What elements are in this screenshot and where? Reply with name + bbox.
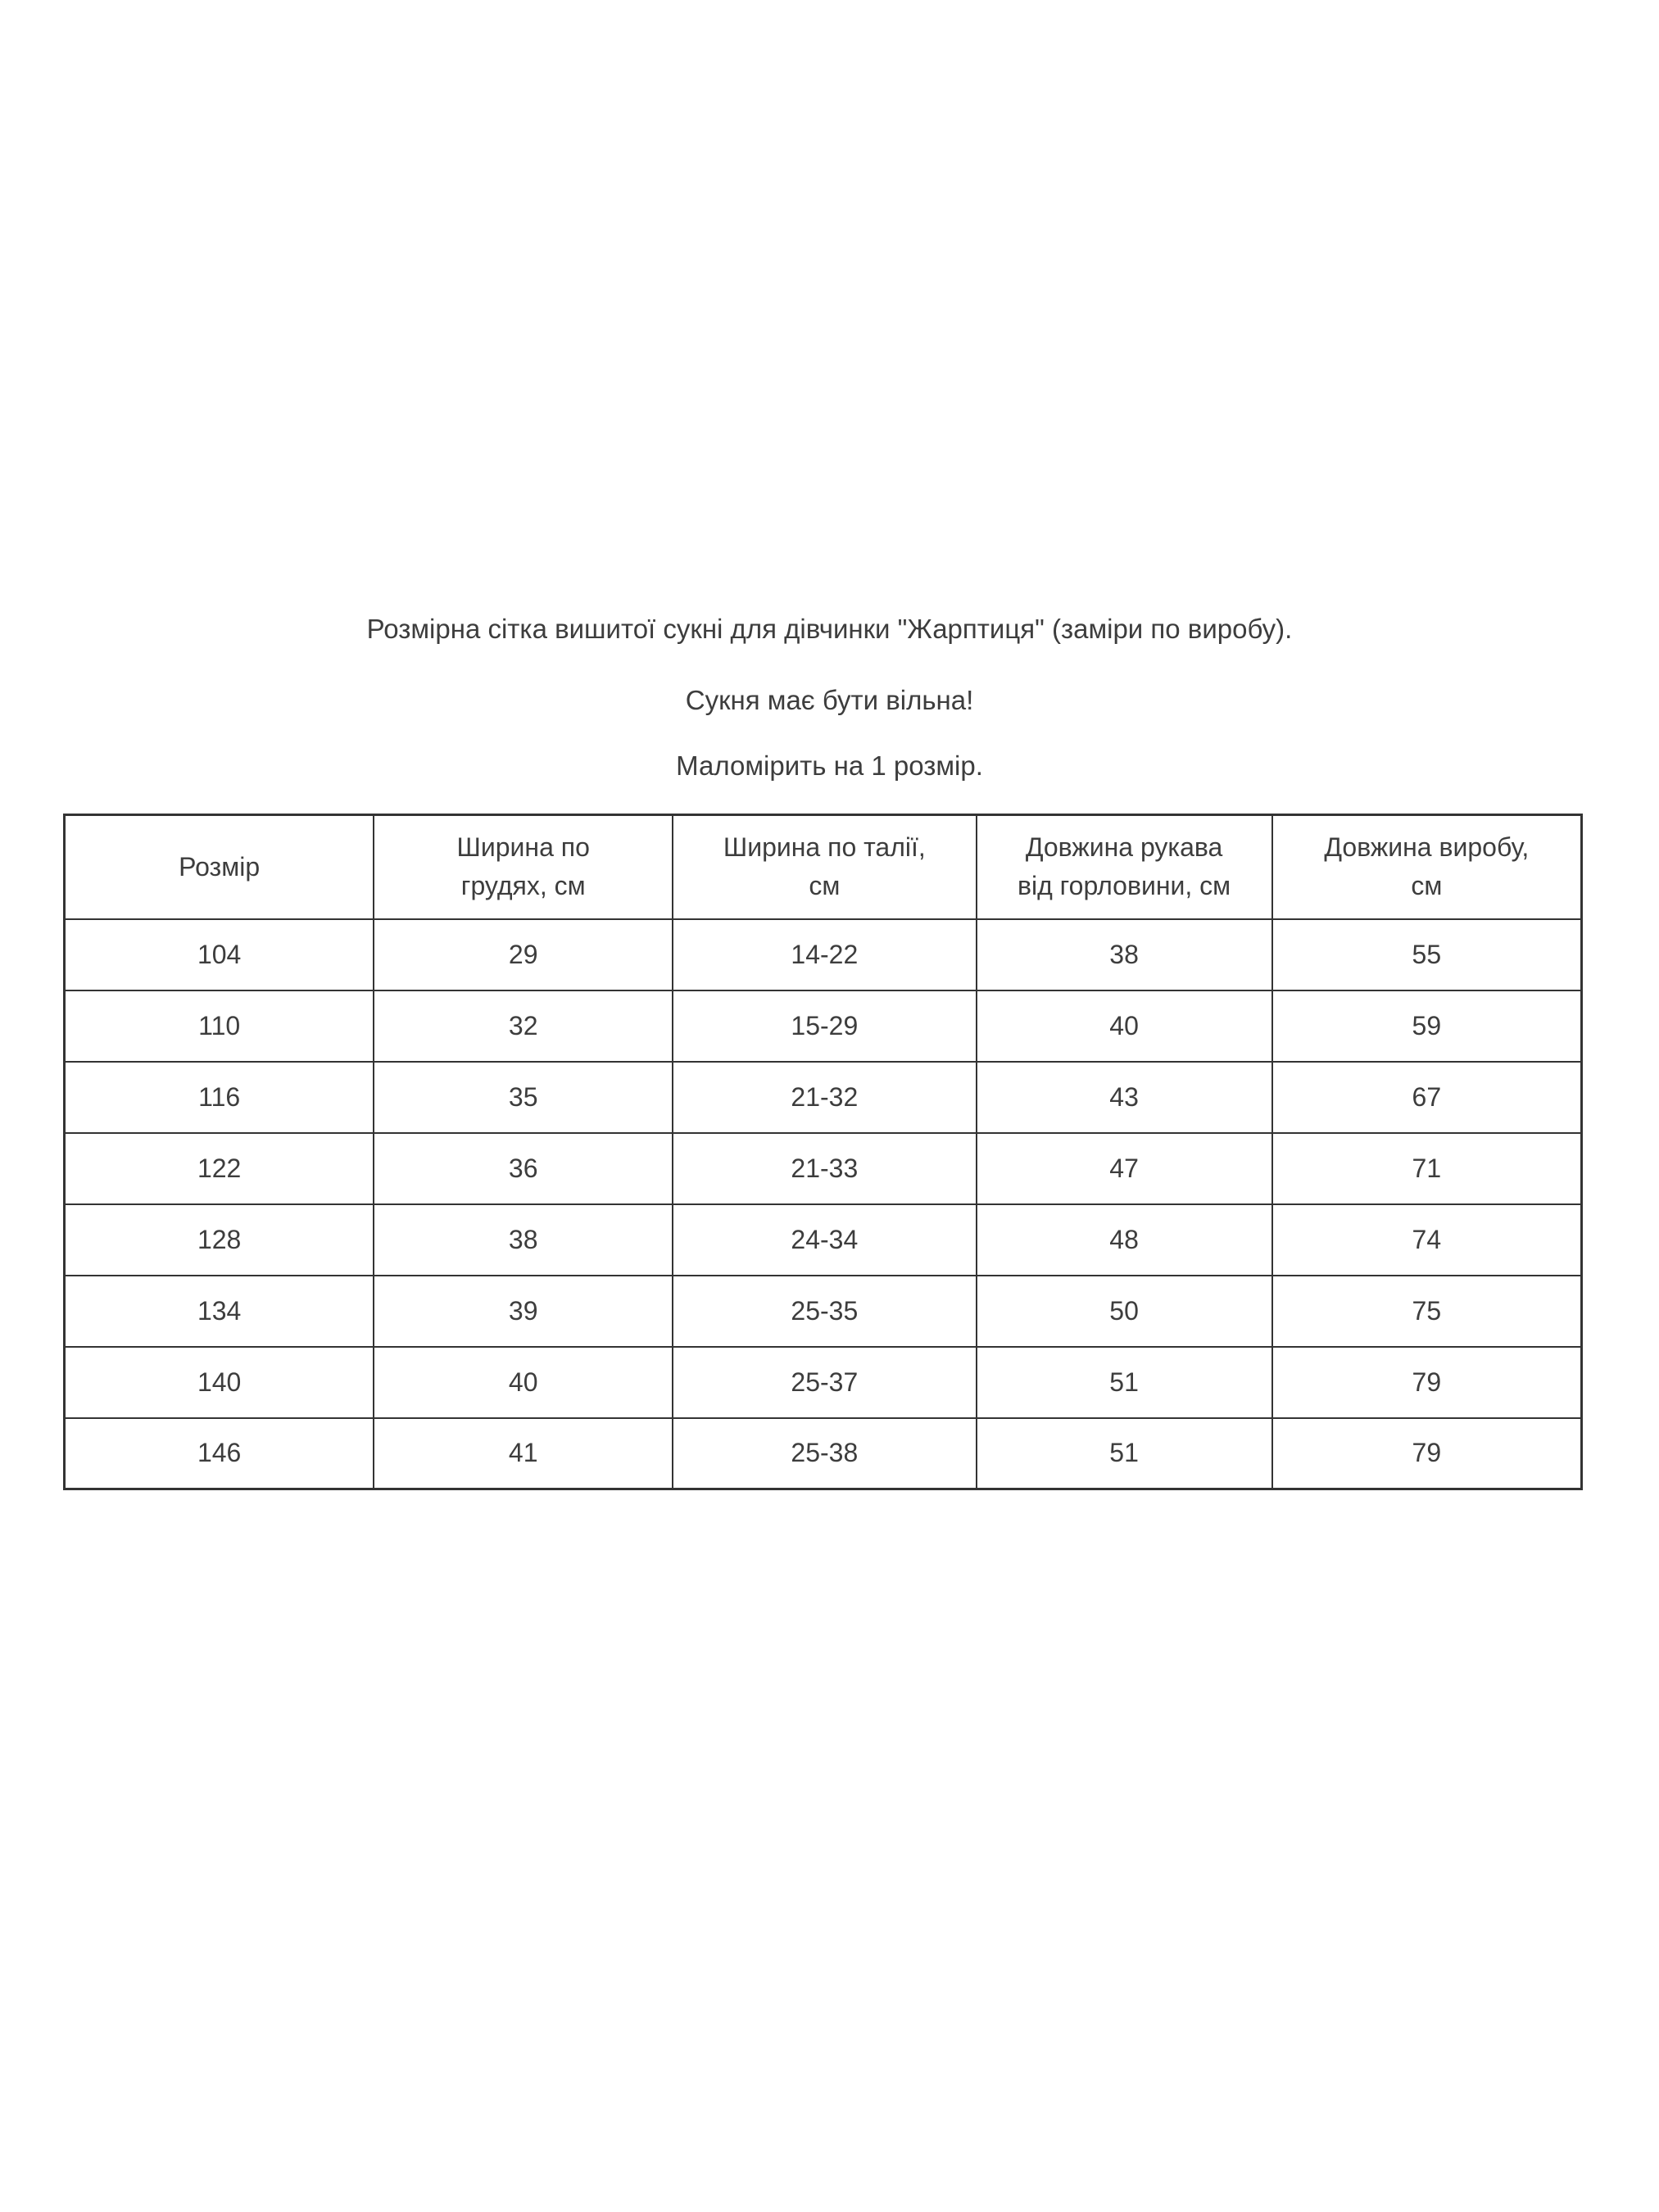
table-row: 110 32 15-29 40 59 [63,989,1583,1063]
subtitle-fit-note: Сукня має бути вільна! [685,685,974,715]
table-row: 122 36 21-33 47 71 [63,1131,1583,1205]
cell-waist-width: 21-32 [672,1060,977,1134]
cell-chest-width: 40 [373,1345,674,1419]
table-body: 104 29 14-22 38 55 110 32 15-29 40 59 116 35 21-32 43… [63,918,1583,1490]
cell-waist-width: 15-29 [672,989,977,1063]
header-chest-width: Ширина по грудях, см [373,814,674,920]
cell-waist-width: 14-22 [672,918,977,991]
cell-chest-width: 32 [373,989,674,1063]
cell-size: 110 [63,989,375,1063]
header-sleeve-length: Довжина рукава від горловини, см [975,814,1273,920]
table-row: 104 29 14-22 38 55 [63,918,1583,991]
cell-item-length: 71 [1271,1131,1583,1205]
cell-chest-width: 35 [373,1060,674,1134]
cell-size: 104 [63,918,375,991]
cell-sleeve-length: 38 [975,918,1273,991]
cell-item-length: 55 [1271,918,1583,991]
cell-waist-width: 21-33 [672,1131,977,1205]
cell-size: 122 [63,1131,375,1205]
subtitle-sizing-note: Маломірить на 1 розмір. [676,750,983,781]
header-waist-width: Ширина по талії, см [672,814,977,920]
table-row: 146 41 25-38 51 79 [63,1416,1583,1490]
cell-item-length: 74 [1271,1203,1583,1276]
cell-sleeve-length: 51 [975,1345,1273,1419]
cell-size: 116 [63,1060,375,1134]
cell-waist-width: 24-34 [672,1203,977,1276]
cell-chest-width: 38 [373,1203,674,1276]
cell-size: 134 [63,1274,375,1348]
cell-item-length: 75 [1271,1274,1583,1348]
cell-sleeve-length: 47 [975,1131,1273,1205]
cell-waist-width: 25-38 [672,1416,977,1490]
table-row: 134 39 25-35 50 75 [63,1274,1583,1348]
header-size: Розмір [63,814,375,920]
table-row: 140 40 25-37 51 79 [63,1345,1583,1419]
cell-chest-width: 41 [373,1416,674,1490]
cell-chest-width: 36 [373,1131,674,1205]
cell-sleeve-length: 40 [975,989,1273,1063]
cell-size: 146 [63,1416,375,1490]
header-item-length: Довжина виробу, см [1271,814,1583,920]
cell-item-length: 67 [1271,1060,1583,1134]
cell-item-length: 59 [1271,989,1583,1063]
intro-text-block: Розмірна сітка вишитої сукні для дівчинк… [0,0,1659,782]
table-row: 116 35 21-32 43 67 [63,1060,1583,1134]
cell-sleeve-length: 50 [975,1274,1273,1348]
cell-size: 140 [63,1345,375,1419]
cell-sleeve-length: 51 [975,1416,1273,1490]
cell-sleeve-length: 48 [975,1203,1273,1276]
cell-chest-width: 39 [373,1274,674,1348]
cell-waist-width: 25-37 [672,1345,977,1419]
cell-waist-width: 25-35 [672,1274,977,1348]
table-header-row: Розмір Ширина по грудях, см Ширина по та… [63,814,1583,920]
cell-chest-width: 29 [373,918,674,991]
cell-item-length: 79 [1271,1345,1583,1419]
cell-size: 128 [63,1203,375,1276]
table-row: 128 38 24-34 48 74 [63,1203,1583,1276]
table-header: Розмір Ширина по грудях, см Ширина по та… [63,814,1583,920]
cell-sleeve-length: 43 [975,1060,1273,1134]
page-title: Розмірна сітка вишитої сукні для дівчинк… [366,614,1293,644]
cell-item-length: 79 [1271,1416,1583,1490]
size-chart-table: Розмір Ширина по грудях, см Ширина по та… [63,814,1583,1490]
